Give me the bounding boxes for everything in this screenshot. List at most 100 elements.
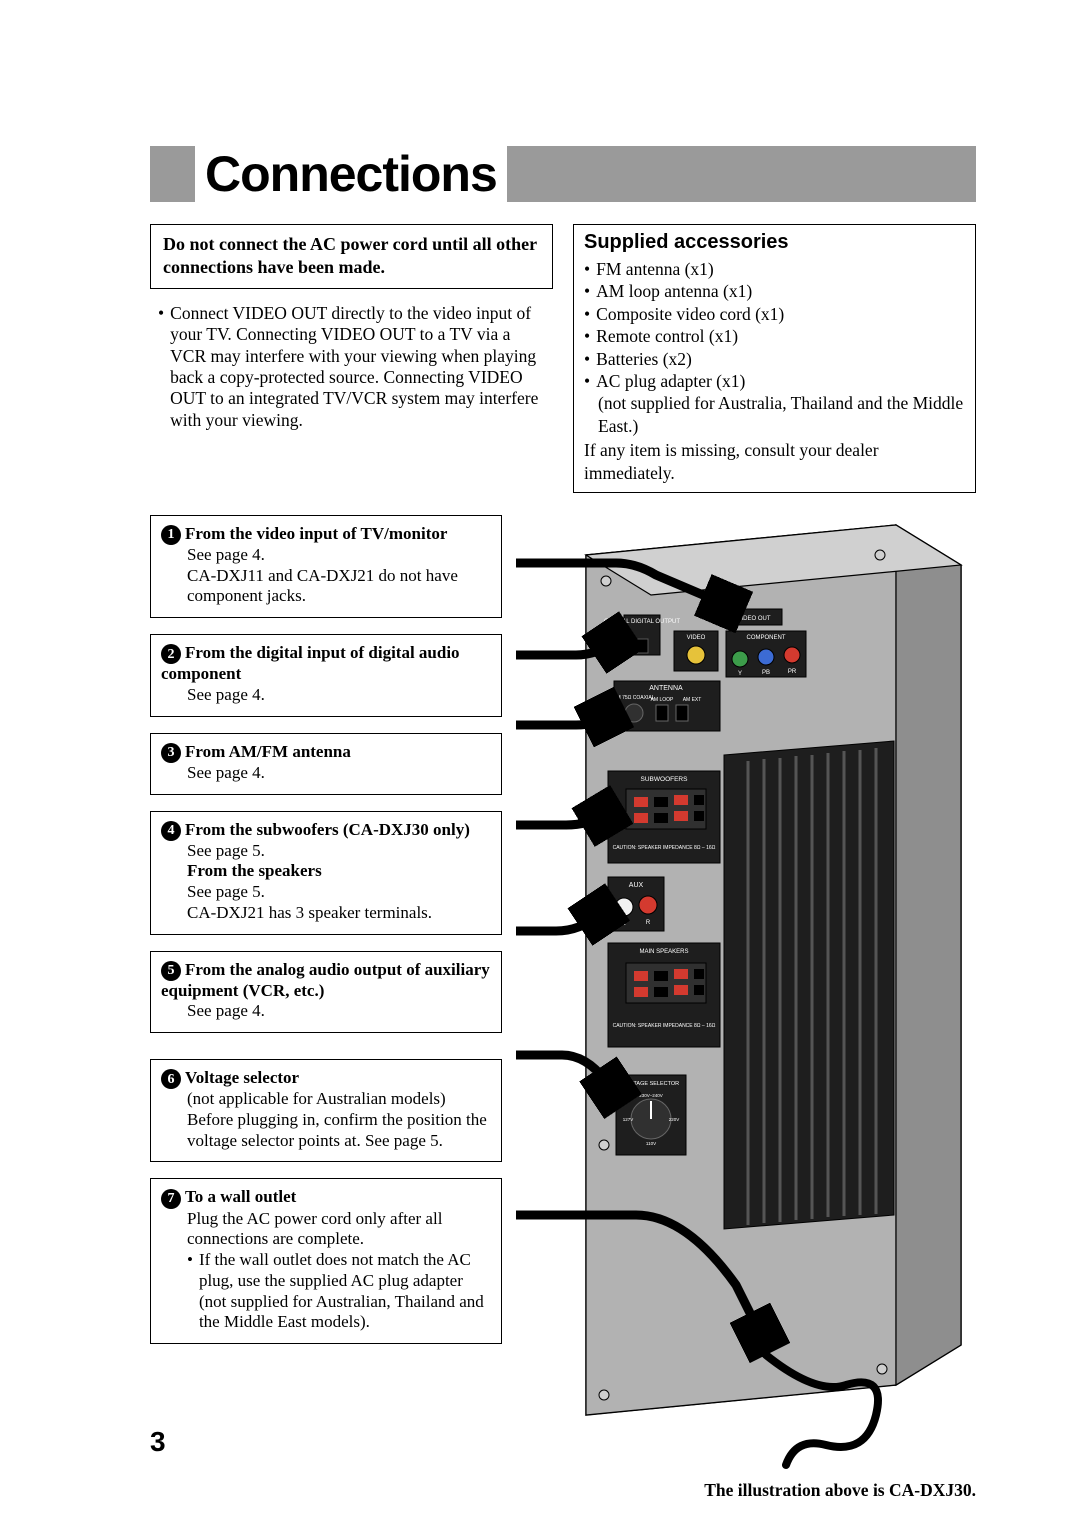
callout-body: See page 4. — [161, 685, 491, 706]
callout-line: CA-DXJ11 and CA-DXJ21 do not have compon… — [187, 566, 491, 607]
title-bar-left — [150, 146, 195, 202]
bullet-dot-icon: • — [584, 370, 590, 392]
device-illustration: OPTICAL DIGITAL OUTPUT VIDEO OUT VIDEO C… — [516, 515, 976, 1475]
label-caution-2: CAUTION: SPEAKER IMPEDANCE 8Ω – 16Ω — [613, 1023, 716, 1029]
label-main-speakers: MAIN SPEAKERS — [639, 949, 688, 955]
intro-right: Supplied accessories •FM antenna (x1) •A… — [573, 224, 976, 493]
title-bar-right — [507, 146, 976, 202]
callout-sub-bullet: • If the wall outlet does not match the … — [187, 1250, 491, 1333]
callout-6: 6Voltage selector (not applicable for Au… — [150, 1059, 502, 1162]
warning-text: Do not connect the AC power cord until a… — [163, 233, 540, 278]
callout-7: 7To a wall outlet Plug the AC power cord… — [150, 1178, 502, 1344]
page-title: Connections — [205, 145, 497, 203]
video-note: • Connect VIDEO OUT directly to the vide… — [150, 303, 553, 431]
callout-head: From the digital input of digital audio … — [161, 643, 460, 683]
list-item-text: FM antenna (x1) — [596, 258, 714, 280]
label-v2: 220V — [669, 1117, 680, 1122]
title-bar-center: Connections — [195, 146, 507, 202]
list-item-text: Batteries (x2) — [596, 348, 692, 370]
intro-left: Do not connect the AC power cord until a… — [150, 224, 553, 493]
bullet-dot-icon: • — [584, 258, 590, 280]
callout-body: Plug the AC power cord only after all co… — [161, 1209, 491, 1333]
label-y: Y — [738, 671, 742, 677]
callout-line: See page 5. — [187, 882, 491, 903]
list-item-text: Remote control (x1) — [596, 325, 738, 347]
bullet-dot-icon: • — [187, 1250, 193, 1333]
callout-4: 4From the subwoofers (CA-DXJ30 only) See… — [150, 811, 502, 935]
intro-columns: Do not connect the AC power cord until a… — [150, 224, 976, 493]
bullet-dot-icon: • — [584, 303, 590, 325]
terminal-block-2 — [626, 963, 706, 1003]
diagram-area: OPTICAL DIGITAL OUTPUT VIDEO OUT VIDEO C… — [150, 515, 976, 1495]
callout-body: See page 4. CA-DXJ11 and CA-DXJ21 do not… — [161, 545, 491, 607]
callout-line: (not applicable for Australian models) — [187, 1089, 491, 1110]
callout-head: From the subwoofers (CA-DXJ30 only) — [185, 820, 470, 839]
label-aux-r: R — [646, 920, 651, 926]
callout-body: (not applicable for Australian models) B… — [161, 1089, 491, 1151]
callout-number-icon: 5 — [161, 961, 181, 981]
list-item-text: Composite video cord (x1) — [596, 303, 784, 325]
callout-line: See page 4. — [187, 685, 491, 706]
title-bar: Connections — [150, 146, 976, 202]
accessories-title: Supplied accessories — [584, 231, 965, 254]
list-item: •AC plug adapter (x1) — [584, 370, 965, 392]
label-video: VIDEO — [687, 635, 706, 641]
manual-page: Connections Do not connect the AC power … — [0, 0, 1080, 1528]
callout-line: See page 4. — [187, 763, 491, 784]
label-voltage: VOLTAGE SELECTOR — [623, 1081, 679, 1087]
video-note-text: Connect VIDEO OUT directly to the video … — [170, 303, 547, 431]
list-item: • Batteries (x2) — [584, 348, 965, 370]
callout-line: Before plugging in, confirm the position… — [187, 1110, 491, 1151]
callout-line: Plug the AC power cord only after all co… — [187, 1209, 491, 1250]
callout-1: 1From the video input of TV/monitor See … — [150, 515, 502, 618]
callout-sub-text: If the wall outlet does not match the AC… — [199, 1250, 491, 1333]
callout-head: From the video input of TV/monitor — [185, 524, 447, 543]
heatsink — [724, 741, 894, 1229]
device-svg: OPTICAL DIGITAL OUTPUT VIDEO OUT VIDEO C… — [516, 515, 976, 1475]
callout-2: 2From the digital input of digital audio… — [150, 634, 502, 717]
callout-number-icon: 6 — [161, 1069, 181, 1089]
list-item: •Remote control (x1) — [584, 325, 965, 347]
callout-subhead: From the speakers — [187, 861, 491, 882]
accessories-box: Supplied accessories •FM antenna (x1) •A… — [573, 224, 976, 493]
terminal-block-1 — [626, 789, 706, 829]
callout-line: See page 5. — [187, 841, 491, 862]
callout-head: From AM/FM antenna — [185, 742, 351, 761]
accessories-list: •FM antenna (x1) •AM loop antenna (x1) •… — [584, 258, 965, 437]
list-item: • Composite video cord (x1) — [584, 303, 965, 325]
bullet-dot-icon: • — [158, 303, 164, 431]
callout-head: From the analog audio output of auxiliar… — [161, 960, 490, 1000]
list-item-text: AM loop antenna (x1) — [596, 280, 752, 302]
illustration-caption: The illustration above is CA-DXJ30. — [704, 1480, 976, 1501]
accessories-tail: If any item is missing, consult your dea… — [584, 439, 965, 484]
callout-number-icon: 4 — [161, 821, 181, 841]
label-v1: 230V–240V — [639, 1093, 663, 1098]
label-pr: PR — [788, 669, 797, 675]
callout-body: See page 4. — [161, 763, 491, 784]
label-caution-1: CAUTION: SPEAKER IMPEDANCE 8Ω – 16Ω — [613, 845, 716, 851]
label-subwoofers: SUBWOOFERS — [641, 776, 689, 783]
callout-body: See page 5. From the speakers See page 5… — [161, 841, 491, 924]
page-number: 3 — [150, 1426, 166, 1458]
callout-5: 5From the analog audio output of auxilia… — [150, 951, 502, 1034]
label-v4: 110V — [646, 1141, 656, 1146]
callout-head: To a wall outlet — [185, 1187, 296, 1206]
callout-number-icon: 3 — [161, 743, 181, 763]
callouts-column: 1From the video input of TV/monitor See … — [150, 515, 502, 1360]
warning-box: Do not connect the AC power cord until a… — [150, 224, 553, 289]
label-component: COMPONENT — [747, 635, 786, 641]
callout-line: See page 4. — [187, 1001, 491, 1022]
list-item: •AM loop antenna (x1) — [584, 280, 965, 302]
bullet-dot-icon: • — [584, 348, 590, 370]
list-item: • FM antenna (x1) — [584, 258, 965, 280]
label-am-ext: AM EXT — [683, 697, 702, 703]
callout-line: CA-DXJ21 has 3 speaker terminals. — [187, 903, 491, 924]
callout-number-icon: 7 — [161, 1189, 181, 1209]
callout-body: See page 4. — [161, 1001, 491, 1022]
label-fm: FM 75Ω COAXIAL — [614, 695, 655, 701]
label-am-loop: AM LOOP — [651, 697, 674, 703]
callout-line: See page 4. — [187, 545, 491, 566]
label-video-out: VIDEO OUT — [737, 616, 770, 622]
callout-number-icon: 2 — [161, 644, 181, 664]
ac-adapter-note: (not supplied for Australia, Thailand an… — [584, 392, 965, 437]
